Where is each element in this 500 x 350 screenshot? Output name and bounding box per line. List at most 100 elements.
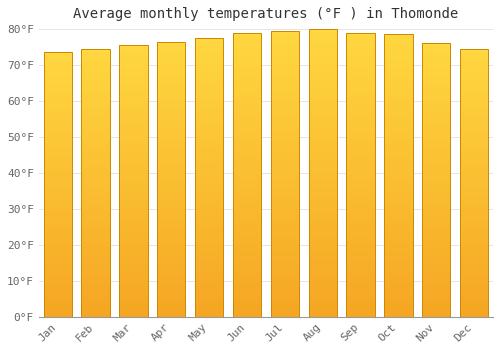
Bar bbox=[270, 260, 299, 262]
Bar bbox=[422, 229, 450, 232]
Bar bbox=[308, 242, 337, 245]
Bar bbox=[384, 34, 412, 37]
Bar bbox=[157, 182, 186, 185]
Bar bbox=[270, 62, 299, 65]
Bar bbox=[346, 226, 375, 229]
Bar bbox=[233, 112, 261, 115]
Bar bbox=[384, 68, 412, 71]
Bar bbox=[82, 268, 110, 271]
Bar bbox=[384, 173, 412, 176]
Bar bbox=[346, 72, 375, 75]
Bar bbox=[460, 303, 488, 306]
Bar bbox=[346, 126, 375, 129]
Bar bbox=[460, 84, 488, 86]
Bar bbox=[195, 102, 224, 105]
Bar bbox=[422, 68, 450, 71]
Bar bbox=[82, 252, 110, 255]
Bar bbox=[384, 306, 412, 308]
Bar bbox=[44, 60, 72, 63]
Bar bbox=[270, 217, 299, 219]
Bar bbox=[82, 204, 110, 207]
Bar bbox=[157, 108, 186, 111]
Bar bbox=[346, 291, 375, 294]
Bar bbox=[119, 151, 148, 153]
Bar bbox=[346, 169, 375, 172]
Bar bbox=[346, 87, 375, 90]
Bar bbox=[44, 224, 72, 227]
Bar bbox=[157, 102, 186, 105]
Bar bbox=[82, 140, 110, 143]
Bar bbox=[119, 50, 148, 53]
Bar bbox=[44, 312, 72, 314]
Bar bbox=[157, 135, 186, 138]
Bar bbox=[195, 267, 224, 270]
Bar bbox=[346, 166, 375, 169]
Bar bbox=[460, 226, 488, 229]
Bar bbox=[119, 265, 148, 268]
Bar bbox=[119, 102, 148, 104]
Bar bbox=[346, 52, 375, 55]
Bar bbox=[308, 170, 337, 173]
Bar bbox=[119, 281, 148, 284]
Bar bbox=[460, 169, 488, 172]
Bar bbox=[346, 220, 375, 223]
Bar bbox=[233, 126, 261, 129]
Bar bbox=[119, 211, 148, 214]
Bar bbox=[44, 87, 72, 90]
Bar bbox=[384, 97, 412, 99]
Bar bbox=[346, 277, 375, 280]
Bar bbox=[460, 290, 488, 293]
Bar bbox=[44, 272, 72, 274]
Bar bbox=[233, 314, 261, 317]
Bar bbox=[422, 98, 450, 101]
Bar bbox=[308, 308, 337, 311]
Bar bbox=[157, 66, 186, 69]
Bar bbox=[460, 236, 488, 239]
Bar bbox=[195, 200, 224, 203]
Bar bbox=[119, 262, 148, 265]
Bar bbox=[82, 57, 110, 60]
Bar bbox=[44, 137, 72, 140]
Bar bbox=[270, 305, 299, 308]
Bar bbox=[119, 232, 148, 235]
Bar bbox=[346, 129, 375, 132]
Bar bbox=[44, 155, 72, 158]
Bar bbox=[82, 212, 110, 215]
Bar bbox=[157, 193, 186, 196]
Bar bbox=[422, 262, 450, 265]
Bar bbox=[384, 193, 412, 195]
Bar bbox=[82, 78, 110, 81]
Bar bbox=[157, 64, 186, 66]
Bar bbox=[44, 227, 72, 230]
Bar bbox=[346, 92, 375, 95]
Bar bbox=[233, 212, 261, 215]
Bar bbox=[422, 155, 450, 158]
Bar bbox=[422, 158, 450, 161]
Bar bbox=[157, 198, 186, 201]
Bar bbox=[384, 243, 412, 246]
Bar bbox=[308, 271, 337, 274]
Bar bbox=[157, 174, 186, 176]
Bar bbox=[195, 66, 224, 69]
Bar bbox=[422, 281, 450, 284]
Bar bbox=[422, 183, 450, 186]
Bar bbox=[308, 305, 337, 308]
Bar bbox=[44, 90, 72, 92]
Bar bbox=[308, 208, 337, 210]
Bar bbox=[119, 246, 148, 249]
Bar bbox=[460, 135, 488, 137]
Bar bbox=[422, 194, 450, 197]
Bar bbox=[119, 58, 148, 61]
Bar bbox=[157, 223, 186, 226]
Bar bbox=[233, 52, 261, 55]
Bar bbox=[82, 226, 110, 229]
Bar bbox=[233, 78, 261, 81]
Bar bbox=[195, 297, 224, 300]
Bar bbox=[422, 314, 450, 317]
Bar bbox=[460, 86, 488, 89]
Bar bbox=[157, 44, 186, 47]
Bar bbox=[44, 261, 72, 264]
Bar bbox=[270, 182, 299, 185]
Bar bbox=[384, 77, 412, 80]
Bar bbox=[44, 52, 72, 55]
